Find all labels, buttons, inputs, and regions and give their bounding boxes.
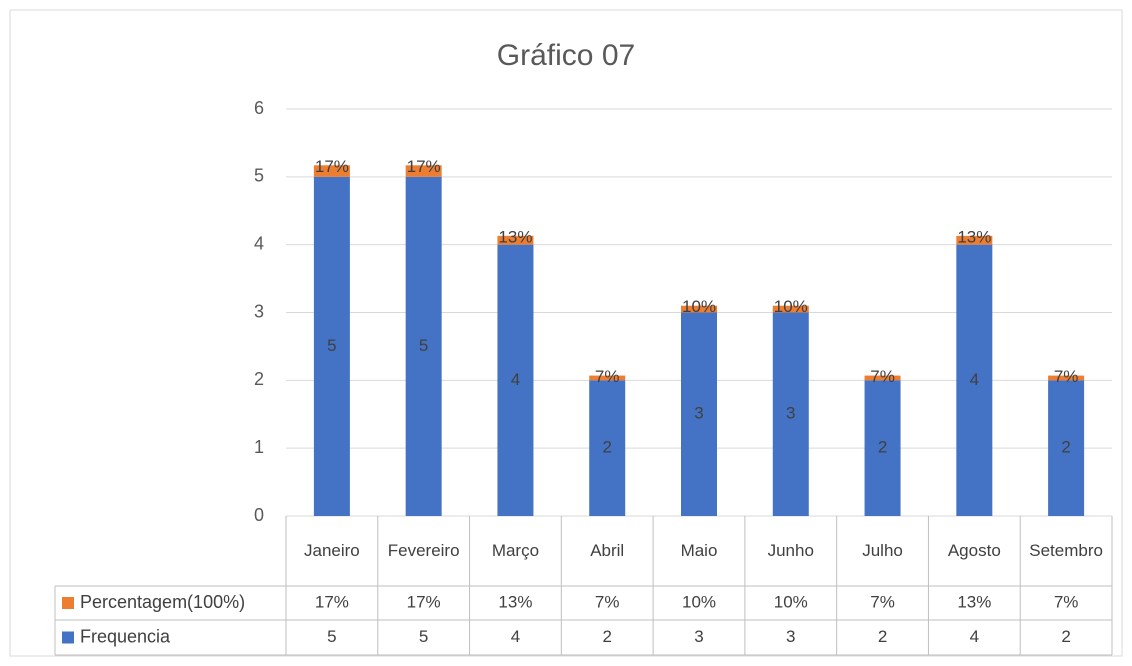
data-label: 17%: [407, 157, 441, 176]
y-tick-label: 1: [254, 437, 264, 457]
bar-segment: [405, 165, 442, 177]
data-label: 7%: [1054, 367, 1079, 386]
y-tick-label: 0: [254, 505, 264, 525]
legend-swatch: [62, 631, 74, 644]
bar-segment: [497, 235, 534, 245]
bar-segment: [864, 375, 901, 381]
table-value: 10%: [774, 592, 808, 611]
bar-segment: [313, 165, 350, 177]
legend-swatch: [62, 597, 74, 609]
table-value: 13%: [957, 592, 991, 611]
data-label: 2: [1061, 438, 1070, 457]
x-tick-label-box: Março: [491, 540, 540, 560]
table-value: 5: [419, 627, 428, 646]
data-label: 2: [602, 438, 611, 457]
bar-segment: [681, 305, 717, 313]
x-tick-label-box: Setembro: [1029, 540, 1103, 560]
x-tick-label-box: Abril: [590, 540, 625, 560]
data-label: 3: [786, 404, 795, 423]
x-tick-label: Maio: [680, 540, 718, 560]
x-tick-label-box: Junho: [767, 540, 814, 560]
data-label: 13%: [498, 227, 532, 246]
x-tick-label-box: Agosto: [947, 540, 1001, 560]
x-tick-label-box: Julho: [862, 540, 903, 560]
table-value: 3: [694, 627, 703, 646]
x-tick-label: Julho: [862, 540, 903, 560]
x-tick-label-box: Janeiro: [304, 540, 360, 560]
x-tick-label: Abril: [590, 540, 625, 560]
data-label: 5: [419, 336, 428, 355]
bar-segment: [589, 375, 626, 381]
y-tick-label: 2: [254, 369, 264, 389]
table-value: 17%: [315, 592, 349, 611]
table-value: 2: [602, 627, 611, 646]
bar-segment: [1048, 380, 1085, 516]
y-tick-label: 3: [254, 301, 264, 321]
x-tick-label-box: Maio: [680, 540, 718, 560]
data-label: 17%: [315, 157, 349, 176]
table-value: 2: [878, 627, 887, 646]
x-tick-label: Setembro: [1029, 540, 1103, 560]
bar-segment: [772, 312, 809, 516]
data-label: 7%: [595, 367, 620, 386]
bar-segment: [772, 305, 809, 313]
data-label: 2: [878, 438, 887, 457]
data-label: 4: [511, 370, 520, 389]
bar-segment: [864, 380, 901, 516]
legend-label: Percentagem(100%): [80, 592, 245, 612]
legend-label: Frequencia: [80, 626, 171, 646]
table-value: 2: [1061, 627, 1070, 646]
x-tick-label: Março: [491, 540, 540, 560]
table-value: 17%: [407, 592, 441, 611]
bar-segment: [956, 235, 993, 245]
data-label: 10%: [682, 297, 716, 316]
bar-segment: [589, 380, 626, 516]
bar-segment: [1048, 375, 1085, 381]
table-value: 4: [970, 627, 979, 646]
table-value: 7%: [595, 592, 620, 611]
data-label: 7%: [870, 367, 895, 386]
chart-border: [9, 9, 1123, 657]
data-label: 5: [327, 336, 336, 355]
data-label: 13%: [957, 227, 991, 246]
x-tick-label: Fevereiro: [387, 540, 460, 560]
x-tick-label: Junho: [767, 540, 814, 560]
data-label: 4: [970, 370, 979, 389]
table-value: 5: [327, 627, 336, 646]
data-label: 10%: [774, 297, 808, 316]
y-tick-label: 5: [254, 166, 264, 186]
x-tick-label: Agosto: [947, 540, 1001, 560]
bar-segment: [405, 176, 442, 517]
table-value: 10%: [682, 592, 716, 611]
bar-segment: [313, 176, 350, 517]
data-label: 3: [694, 404, 703, 423]
table-value: 7%: [870, 592, 895, 611]
y-tick-label: 4: [254, 233, 264, 253]
table-value: 4: [511, 627, 520, 646]
table-value: 3: [786, 627, 795, 646]
y-tick-label: 6: [254, 98, 264, 118]
bar-segment: [497, 244, 534, 516]
x-tick-label: Janeiro: [304, 540, 360, 560]
table-value: 13%: [498, 592, 532, 611]
table-value: 7%: [1054, 592, 1079, 611]
chart-title: Gráfico 07: [497, 39, 635, 72]
bar-segment: [956, 244, 993, 516]
bar-segment: [681, 312, 717, 516]
x-tick-label-box: Fevereiro: [387, 540, 460, 560]
